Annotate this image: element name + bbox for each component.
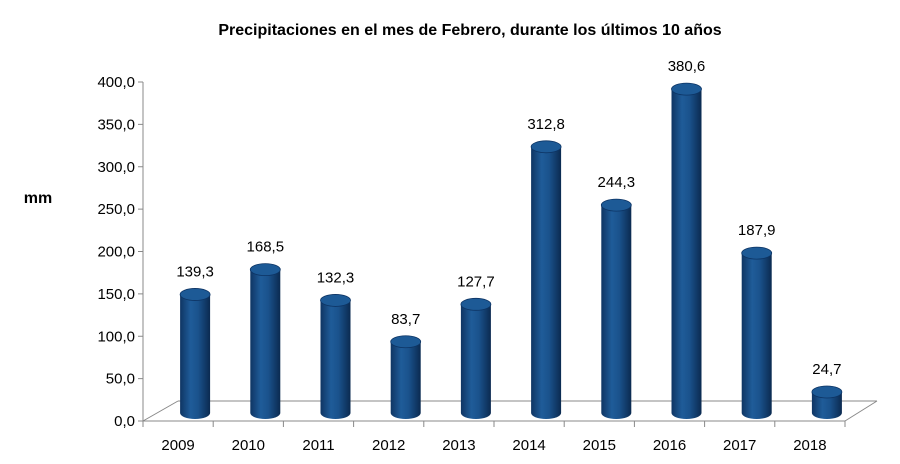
y-tick-label: 50,0 <box>106 371 135 388</box>
bar-top <box>320 294 351 307</box>
bar-top <box>600 198 632 212</box>
bar-body <box>601 205 632 419</box>
y-tick-label: 200,0 <box>97 244 135 261</box>
y-tick-label: 0,0 <box>114 413 135 430</box>
bar-top <box>249 263 281 277</box>
bar <box>179 288 211 419</box>
data-label: 24,7 <box>812 361 841 378</box>
y-axis-label: mm <box>24 190 52 207</box>
bar <box>741 246 773 419</box>
bar <box>249 263 281 419</box>
data-label: 312,8 <box>527 116 565 133</box>
y-tick-label: 250,0 <box>97 201 135 218</box>
bar-top <box>811 385 843 399</box>
chart-title: Precipitaciones en el mes de Febrero, du… <box>218 22 721 39</box>
bar-body <box>180 294 211 419</box>
x-tick-label: 2014 <box>512 437 545 454</box>
bar-body <box>741 253 772 419</box>
x-tick-label: 2013 <box>442 437 475 454</box>
x-tick-label: 2016 <box>653 437 686 454</box>
x-tick-label: 2011 <box>302 437 334 454</box>
bar-body <box>811 391 842 419</box>
bar-top <box>179 288 211 301</box>
bar-top <box>741 246 773 260</box>
data-label: 168,5 <box>247 239 285 256</box>
bar-top <box>390 335 422 349</box>
y-tick-label: 350,0 <box>97 116 135 133</box>
x-tick-label: 2010 <box>232 437 265 454</box>
data-label: 187,9 <box>738 222 776 239</box>
bar <box>600 198 632 419</box>
bar-top <box>530 140 562 154</box>
x-tick-label: 2009 <box>161 437 194 454</box>
data-label: 132,3 <box>317 269 355 286</box>
x-tick-label: 2015 <box>583 437 616 454</box>
bar <box>530 140 562 420</box>
bar-body <box>390 341 421 419</box>
bar-body <box>320 300 351 419</box>
bar <box>811 385 843 419</box>
bar <box>320 294 351 419</box>
bar-top <box>671 82 702 96</box>
bar-body <box>460 304 491 419</box>
x-tick-label: 2018 <box>793 437 826 454</box>
data-label: 380,6 <box>668 58 706 75</box>
data-label: 139,3 <box>176 263 214 280</box>
bar-body <box>531 146 562 420</box>
floor-right-edge <box>844 400 878 422</box>
bar-body <box>671 89 702 419</box>
y-tick-label: 400,0 <box>97 74 135 91</box>
bar-top <box>460 297 492 311</box>
y-tick-label: 100,0 <box>97 328 135 345</box>
data-label: 127,7 <box>457 273 495 290</box>
bar <box>390 335 422 419</box>
data-label: 244,3 <box>598 174 636 191</box>
x-tick-label: 2017 <box>723 437 756 454</box>
floor-left-edge <box>142 400 179 422</box>
y-tick-label: 150,0 <box>97 286 135 303</box>
bar <box>460 297 492 419</box>
data-label: 83,7 <box>391 311 420 328</box>
x-tick-label: 2012 <box>372 437 405 454</box>
bar-body <box>250 269 281 419</box>
bar <box>671 82 702 419</box>
y-tick-label: 300,0 <box>97 159 135 176</box>
